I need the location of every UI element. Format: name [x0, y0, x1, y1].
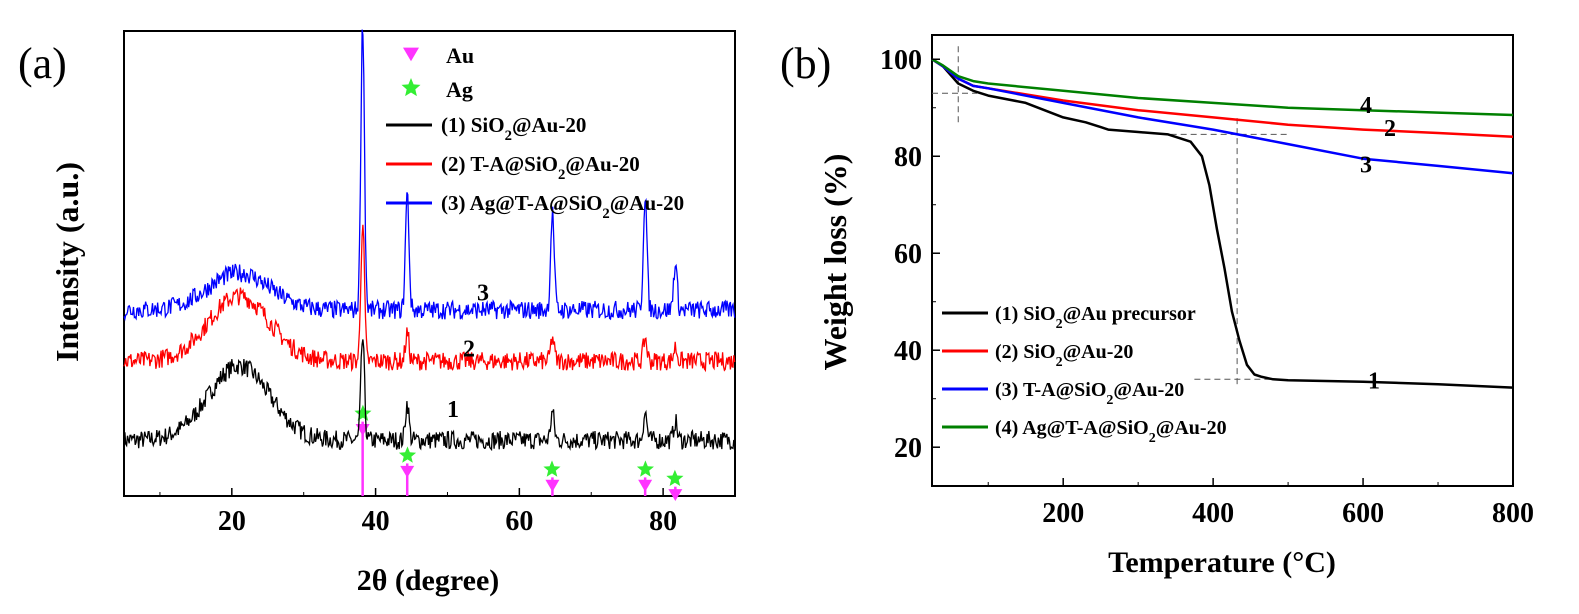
series-number-labels-b: 1 23 4 [1360, 93, 1396, 394]
guide-lines-b [932, 44, 1289, 385]
series-line-4 [931, 58, 1514, 117]
au-marker [638, 479, 653, 492]
ag-marker [636, 460, 654, 477]
x-tick-label: 60 [505, 506, 533, 537]
ag-marker [666, 469, 684, 486]
legend-ag-label: Ag [446, 77, 473, 102]
legend-label-3-t-a-sio2-au-20: (3) T-A@SiO2@Au-20 [995, 379, 1184, 408]
au-marker [545, 479, 560, 492]
legend-label-2-t-a-sio2-au-20: (2) T-A@SiO2@Au-20 [441, 152, 640, 183]
panel-a-xrd-chart: (a) 20 40 60 80 1 2 3 Au Ag (1) SiO2@Au-20 (2) T… [18, 29, 736, 597]
x-axis-title-b: Temperature (°C) [1108, 546, 1336, 579]
series-line-2 [931, 58, 1514, 139]
series-line-1 [123, 339, 736, 452]
ag-marker [543, 460, 561, 477]
series-line-3 [931, 58, 1514, 175]
series-group-a [123, 29, 736, 452]
series-line-1 [931, 58, 1514, 389]
y-tick-label: 60 [894, 239, 922, 270]
plot-frame-a [123, 30, 736, 497]
x-tick-label: 80 [649, 506, 677, 537]
x-tick-label: 800 [1492, 498, 1534, 529]
x-tick-label: 40 [362, 506, 390, 537]
reference-lines-a [354, 404, 684, 501]
y-axis-title-a: Intensity (a.u.) [49, 162, 85, 362]
series-number-label: 2 [1384, 116, 1396, 142]
y-tick-label: 40 [894, 336, 922, 367]
legend-label-1-sio2-au-precursor: (1) SiO2@Au precursor [995, 303, 1196, 332]
series-number-label: 2 [463, 337, 475, 363]
legend-b: (1) SiO2@Au precursor (2) SiO2@Au-20 (3) T… [942, 303, 1227, 446]
series-number-label: 3 [477, 281, 489, 307]
series-line-3 [123, 29, 736, 322]
y-tick-label: 80 [894, 142, 922, 173]
series-number-labels-a: 1 2 3 [447, 281, 489, 423]
ag-marker [354, 404, 372, 421]
panel-label-a: (a) [18, 39, 67, 88]
ag-marker [398, 446, 417, 463]
series-line-2 [123, 224, 736, 373]
panel-label-b: (b) [780, 39, 831, 88]
y-ticks-b: 20 40 60 80 100 [880, 45, 940, 464]
x-tick-label: 20 [218, 506, 246, 537]
x-tick-label: 200 [1042, 498, 1084, 529]
y-tick-label: 20 [894, 433, 922, 464]
y-axis-title-b: Weight loss (%) [817, 154, 853, 371]
series-number-label: 3 [1360, 153, 1372, 179]
legend-a: Au Ag (1) SiO2@Au-20 (2) T-A@SiO2@Au-20 (3) … [386, 43, 684, 222]
series-number-label: 1 [447, 397, 459, 423]
legend-ag-marker [401, 78, 421, 97]
panel-b-tga-chart: (b) 200 400 600 800 20 40 60 80 100 1 23 4 (1) Si… [780, 34, 1534, 579]
au-marker [668, 489, 683, 501]
legend-au-label: Au [446, 43, 474, 68]
x-tick-label: 600 [1342, 498, 1384, 529]
x-ticks-b: 200 400 600 800 [987, 478, 1534, 529]
y-tick-label: 100 [880, 45, 922, 76]
x-axis-title-a: 2θ (degree) [357, 564, 500, 597]
series-number-label: 1 [1368, 368, 1380, 394]
series-number-label: 4 [1360, 93, 1372, 119]
x-tick-label: 400 [1192, 498, 1234, 529]
legend-label-4-ag-t-a-sio2-au-20: (4) Ag@T-A@SiO2@Au-20 [995, 417, 1227, 446]
legend-label-3-ag-t-a-sio2-au-20: (3) Ag@T-A@SiO2@Au-20 [441, 191, 684, 222]
legend-label-2-sio2-au-20: (2) SiO2@Au-20 [995, 341, 1133, 370]
au-marker [400, 465, 415, 478]
x-ticks-a: 20 40 60 80 [159, 488, 736, 537]
plot-frame-b [931, 34, 1514, 487]
legend-label-1-sio2-au-20: (1) SiO2@Au-20 [441, 113, 586, 144]
series-group-b [931, 58, 1514, 389]
legend-au-marker [403, 47, 419, 62]
